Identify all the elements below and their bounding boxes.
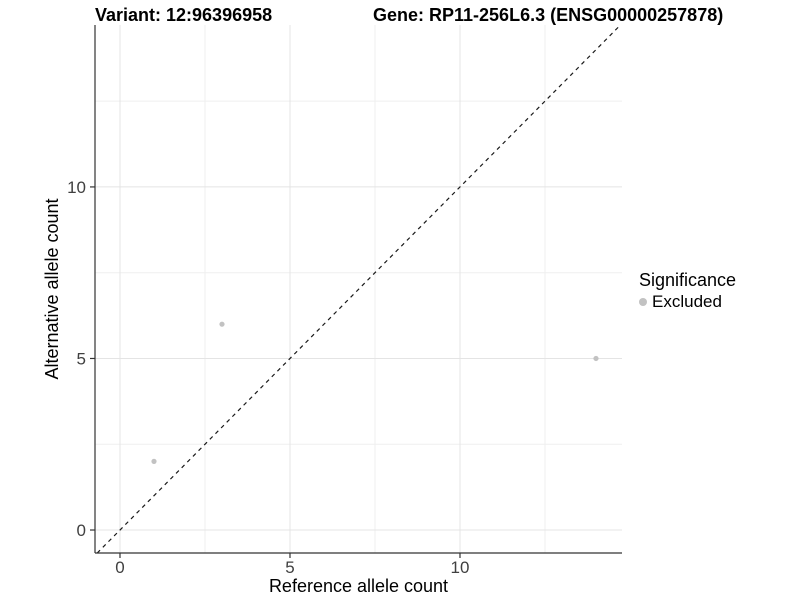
data-point — [593, 355, 599, 362]
legend-key-dot-icon — [639, 298, 647, 306]
x-tick-label: 0 — [115, 558, 124, 577]
legend-item-excluded: Excluded — [639, 292, 794, 312]
legend: Significance Excluded — [639, 269, 794, 312]
legend-item-label: Excluded — [652, 292, 722, 311]
x-tick-label: 10 — [451, 558, 470, 577]
identity-dashed-line — [96, 24, 621, 554]
gene-title: Gene: RP11-256L6.3 (ENSG00000257878) — [373, 5, 724, 25]
data-point — [219, 321, 225, 327]
y-tick-label: 0 — [77, 521, 86, 540]
y-axis-title: Alternative allele count — [42, 198, 62, 379]
x-axis-title: Reference allele count — [269, 576, 448, 596]
variant-title: Variant: 12:96396958 — [95, 5, 273, 25]
x-tick-label: 5 — [285, 558, 294, 577]
data-point — [151, 458, 157, 464]
y-tick-label: 10 — [67, 178, 86, 197]
y-tick-label: 5 — [77, 349, 86, 368]
legend-title: Significance — [639, 270, 737, 290]
